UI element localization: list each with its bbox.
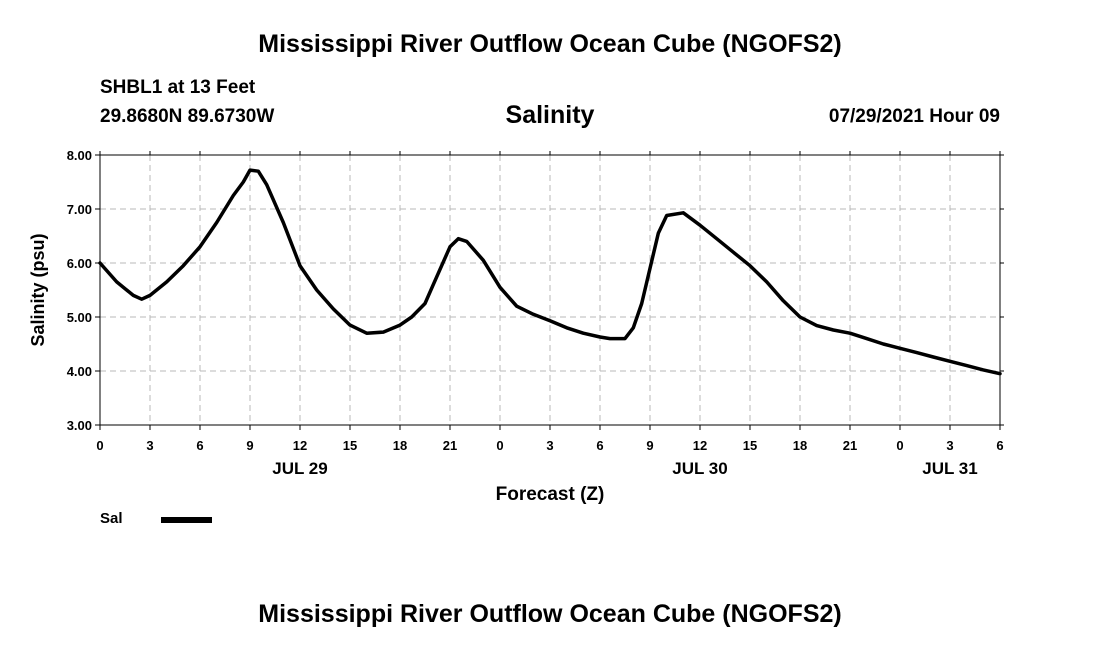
footer-title: Mississippi River Outflow Ocean Cube (NG… (258, 600, 842, 628)
y-axis-label: Salinity (psu) (28, 233, 48, 346)
x-tick-label: 18 (793, 438, 807, 453)
chart-grid (100, 155, 1000, 425)
y-tick-label: 7.00 (67, 202, 92, 217)
station-coordinates: 29.8680N 89.6730W (100, 106, 275, 127)
x-tick-label: 9 (246, 438, 253, 453)
x-tick-label: 0 (496, 438, 503, 453)
page-title: Mississippi River Outflow Ocean Cube (NG… (258, 30, 842, 58)
y-tick-label: 8.00 (67, 148, 92, 163)
date-label: JUL 29 (272, 459, 327, 478)
forecast-timestamp: 07/29/2021 Hour 09 (828, 106, 1000, 127)
x-tick-label: 12 (693, 438, 707, 453)
x-tick-label: 9 (646, 438, 653, 453)
x-tick-label: 21 (843, 438, 857, 453)
chart-series (98, 168, 1002, 376)
x-tick-label: 15 (743, 438, 757, 453)
x-tick-label: 3 (146, 438, 153, 453)
x-tick-label: 15 (343, 438, 357, 453)
y-tick-label: 4.00 (67, 364, 92, 379)
x-tick-label: 0 (96, 438, 103, 453)
legend-entry-label: Sal (100, 510, 123, 527)
date-label: JUL 30 (672, 459, 727, 478)
x-tick-label: 0 (896, 438, 903, 453)
y-tick-label: 3.00 (67, 418, 92, 433)
series-line-sal (98, 168, 1002, 376)
x-tick-label: 6 (596, 438, 603, 453)
plot-frame (99, 154, 1001, 426)
y-tick-label: 5.00 (67, 310, 92, 325)
date-label: JUL 31 (922, 459, 977, 478)
x-tick-label: 21 (443, 438, 457, 453)
x-tick-label: 12 (293, 438, 307, 453)
chart-title: Salinity (505, 101, 595, 129)
chart-axes: 0 3 6 9 12 15 18 21 0 3 6 9 12 15 18 21 0 3 6 3.00 4.00 5.00 6… (67, 148, 1004, 478)
x-tick-label: 3 (546, 438, 553, 453)
x-tick-label: 6 (196, 438, 203, 453)
station-label: SHBL1 at 13 Feet (100, 77, 256, 98)
y-tick-label: 6.00 (67, 256, 92, 271)
x-tick-label: 3 (946, 438, 953, 453)
legend-swatch (161, 517, 212, 523)
x-tick-label: 6 (996, 438, 1003, 453)
x-axis-label: Forecast (Z) (496, 484, 605, 505)
x-tick-label: 18 (393, 438, 407, 453)
